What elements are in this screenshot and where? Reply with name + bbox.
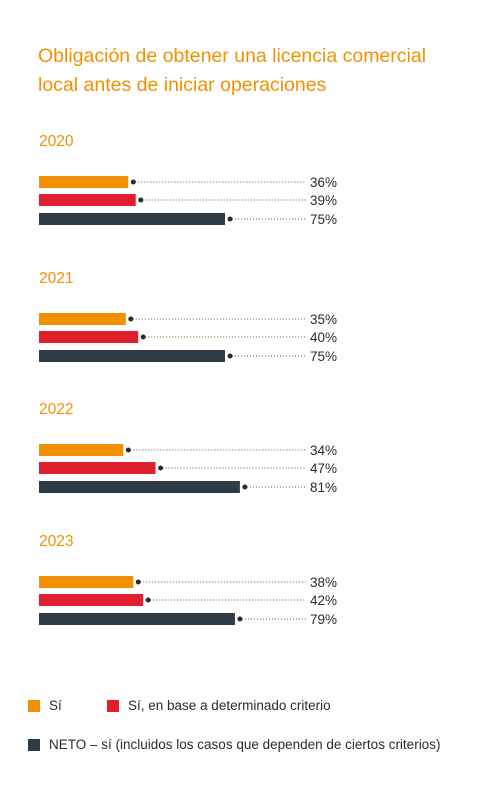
point-2021-criterio	[140, 334, 146, 340]
bar-2020-si	[39, 176, 129, 188]
legend-si: Sí	[28, 698, 62, 713]
bar-2021-criterio	[39, 331, 139, 343]
chart-title: Obligación de obtener una licencia comer…	[38, 42, 478, 100]
legend-neto-swatch	[28, 738, 40, 751]
point-2022-neto	[242, 484, 248, 490]
point-2020-criterio	[138, 197, 144, 203]
data-label-2021-neto: 75%	[310, 349, 337, 364]
point-2022-criterio	[158, 465, 164, 471]
data-label-2020-si: 36%	[310, 175, 337, 190]
bar-2022-neto	[39, 481, 240, 493]
legend-criterio: Sí, en base a determinado criterio	[107, 698, 331, 713]
chart-title-line1: Obligación de obtener una licencia comer…	[38, 45, 427, 67]
point-2022-si	[125, 447, 131, 453]
legend-neto-label: NETO – sí (incluidos los casos que depen…	[49, 737, 441, 752]
year-label-2021: 2021	[39, 270, 73, 287]
point-2023-si	[135, 579, 141, 585]
data-label-2020-criterio: 39%	[310, 193, 337, 208]
data-label-2022-si: 34%	[310, 443, 337, 458]
chart-title-line2: local antes de iniciar operaciones	[38, 74, 327, 96]
data-label-2023-criterio: 42%	[310, 593, 337, 608]
legend-si-label: Sí	[49, 698, 62, 713]
legend-si-swatch	[28, 699, 40, 712]
bar-2021-neto	[39, 350, 225, 362]
data-label-2022-neto: 81%	[310, 480, 337, 495]
point-2020-neto	[227, 216, 233, 222]
bar-chart: 2020 36% 39% 75% 2021 35% 40% 75% 2022 34% 47% 81% 2…	[39, 133, 337, 627]
data-label-2023-si: 38%	[310, 575, 337, 590]
data-label-2022-criterio: 47%	[310, 461, 337, 476]
legend-criterio-label: Sí, en base a determinado criterio	[128, 698, 331, 713]
year-label-2023: 2023	[39, 533, 73, 550]
bar-2023-si	[39, 576, 134, 588]
bar-2020-criterio	[39, 194, 136, 206]
bar-2023-criterio	[39, 594, 144, 606]
bar-2020-neto	[39, 213, 225, 225]
point-2023-criterio	[145, 597, 151, 603]
year-label-2020: 2020	[39, 133, 74, 150]
point-2021-si	[128, 316, 134, 322]
point-2020-si	[130, 179, 136, 185]
bar-2023-neto	[39, 613, 235, 625]
bar-2022-si	[39, 444, 124, 456]
bar-2022-criterio	[39, 462, 156, 474]
data-label-2021-si: 35%	[310, 312, 337, 327]
legend-criterio-swatch	[107, 699, 119, 712]
data-label-2021-criterio: 40%	[310, 330, 337, 345]
point-2021-neto	[227, 353, 233, 359]
legend-neto: NETO – sí (incluidos los casos que depen…	[28, 737, 440, 752]
data-label-2023-neto: 79%	[310, 612, 337, 627]
data-label-2020-neto: 75%	[310, 212, 337, 227]
point-2023-neto	[237, 616, 243, 622]
bar-2021-si	[39, 313, 126, 325]
year-label-2022: 2022	[39, 401, 73, 418]
